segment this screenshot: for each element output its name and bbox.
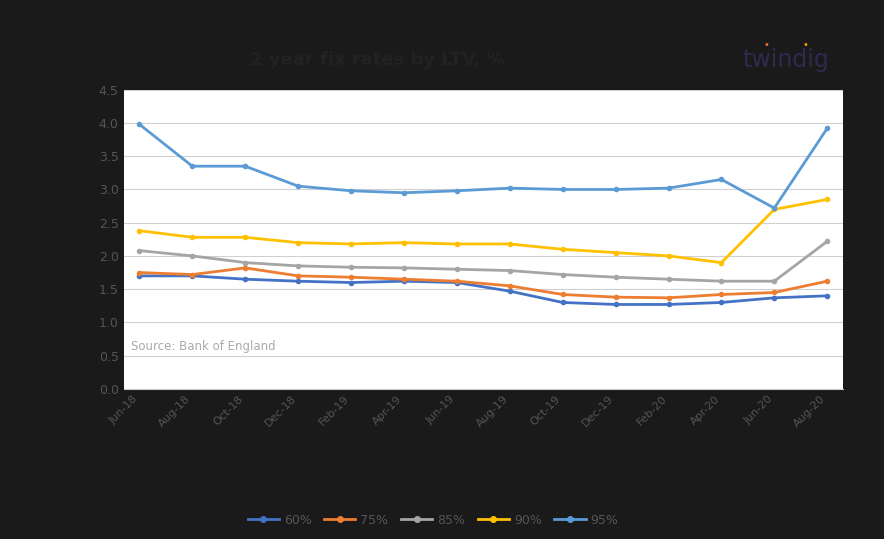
85% [558,271,568,278]
95% [134,121,145,128]
95% [505,185,515,191]
95% [346,188,356,194]
85% [716,278,727,285]
85% [610,274,621,280]
60% [187,273,198,279]
75% [399,276,409,282]
Line: 90%: 90% [137,197,829,265]
95% [822,125,833,132]
60% [663,301,674,308]
60% [505,288,515,294]
Text: 2 year fix rates by LTV, %: 2 year fix rates by LTV, % [249,51,505,69]
95% [558,186,568,192]
90% [716,259,727,266]
90% [558,246,568,252]
75% [293,273,303,279]
95% [610,186,621,192]
75% [134,270,145,276]
85% [769,278,780,285]
75% [346,274,356,280]
95% [663,185,674,191]
85% [187,253,198,259]
85% [452,266,462,272]
90% [822,196,833,203]
75% [716,291,727,298]
90% [134,227,145,234]
60% [769,295,780,301]
85% [663,276,674,282]
60% [610,301,621,308]
60% [558,299,568,306]
60% [822,293,833,299]
85% [293,262,303,269]
60% [134,273,145,279]
75% [663,295,674,301]
90% [240,234,250,240]
90% [769,206,780,212]
Text: •: • [803,40,808,50]
90% [452,241,462,247]
Text: •: • [764,40,769,50]
90% [346,241,356,247]
95% [769,205,780,211]
75% [505,282,515,289]
85% [505,267,515,274]
95% [452,188,462,194]
60% [240,276,250,282]
60% [716,299,727,306]
85% [240,259,250,266]
60% [399,278,409,285]
90% [610,250,621,256]
Line: 95%: 95% [137,122,829,210]
95% [399,190,409,196]
95% [293,183,303,189]
60% [293,278,303,285]
75% [610,294,621,300]
95% [240,163,250,169]
85% [399,265,409,271]
85% [134,247,145,254]
Line: 60%: 60% [137,274,829,307]
75% [769,289,780,296]
95% [187,163,198,169]
90% [663,253,674,259]
75% [558,291,568,298]
75% [822,278,833,285]
60% [346,279,356,286]
90% [293,239,303,246]
Text: twindig: twindig [743,48,829,72]
75% [452,278,462,285]
Text: Source: Bank of England: Source: Bank of England [131,340,275,353]
75% [240,265,250,271]
90% [187,234,198,240]
85% [346,264,356,271]
90% [505,241,515,247]
95% [716,176,727,183]
60% [452,279,462,286]
85% [822,238,833,245]
90% [399,239,409,246]
75% [187,271,198,278]
Legend: 60%, 75%, 85%, 90%, 95%: 60%, 75%, 85%, 90%, 95% [242,509,623,532]
Line: 85%: 85% [137,239,829,284]
Line: 75%: 75% [137,266,829,300]
